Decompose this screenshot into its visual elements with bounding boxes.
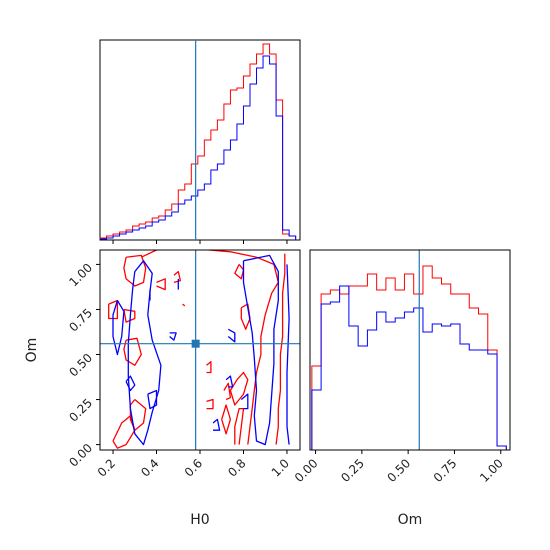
contour-red-2 bbox=[108, 299, 119, 320]
om-x-tick-label-0: 0.00 bbox=[292, 456, 321, 485]
contour-blue-5 bbox=[242, 254, 279, 446]
joint-truth-marker bbox=[191, 339, 200, 348]
contour-red-16 bbox=[223, 382, 232, 401]
contour-red-3 bbox=[123, 308, 136, 323]
om-x-tick-label-3: 0.75 bbox=[431, 456, 460, 485]
contour-red-15 bbox=[206, 361, 212, 374]
om-marginal-frame bbox=[309, 249, 511, 451]
joint-x-tick-label-1: 0.4 bbox=[138, 456, 161, 479]
joint-x-tick-label-3: 0.8 bbox=[225, 456, 248, 479]
contour-blue-3 bbox=[147, 389, 158, 410]
contour-blue-10 bbox=[240, 393, 249, 410]
contour-blue-7 bbox=[227, 328, 236, 343]
joint-x-tick-label-2: 0.6 bbox=[182, 456, 205, 479]
joint-y-tick-label-4: 1.00 bbox=[66, 261, 95, 290]
contour-red-13 bbox=[156, 278, 166, 291]
contour-red-18 bbox=[182, 303, 186, 307]
joint-x-tick-label-4: 1.0 bbox=[269, 456, 292, 479]
panel-h0-marginal bbox=[99, 39, 301, 244]
joint-y-axis-label: Om bbox=[24, 338, 40, 363]
om-hist-blue-series bbox=[311, 285, 507, 450]
contour-blue-0 bbox=[127, 260, 162, 446]
joint-y-tick-label-3: 0.75 bbox=[66, 306, 95, 335]
contour-blue-4 bbox=[169, 332, 177, 341]
contour-blue-2 bbox=[125, 375, 136, 392]
contour-red-5 bbox=[112, 415, 136, 449]
om-marginal-x-axis-label: Om bbox=[398, 512, 423, 528]
contour-red-10 bbox=[229, 371, 249, 406]
joint-contours bbox=[108, 250, 290, 449]
contour-red-14 bbox=[173, 270, 182, 284]
joint-y-tick-label-0: 0.00 bbox=[66, 441, 95, 470]
contour-red-8 bbox=[234, 263, 245, 280]
contour-blue-6 bbox=[286, 264, 290, 445]
h0-marginal-frame bbox=[99, 39, 301, 241]
h0-hist-blue-series bbox=[99, 55, 297, 240]
joint-y-tick-label-1: 0.25 bbox=[66, 396, 95, 425]
contour-red-7 bbox=[275, 253, 286, 445]
contour-red-12 bbox=[234, 407, 245, 445]
contour-red-1 bbox=[123, 337, 142, 366]
om-x-tick-label-4: 1.00 bbox=[477, 456, 506, 485]
contour-red-11 bbox=[221, 404, 232, 435]
contour-red-6 bbox=[141, 250, 279, 445]
panel-om-marginal bbox=[309, 249, 511, 451]
contour-blue-8 bbox=[225, 375, 234, 388]
contour-red-4 bbox=[129, 399, 147, 431]
contour-blue-9 bbox=[212, 418, 221, 431]
panel-joint bbox=[99, 249, 301, 451]
om-hist-red-series bbox=[311, 265, 507, 450]
joint-x-tick-label-0: 0.2 bbox=[95, 456, 118, 479]
contour-red-9 bbox=[240, 303, 251, 330]
h0-hist-red-series bbox=[99, 43, 297, 240]
contour-blue-1 bbox=[112, 300, 125, 356]
om-x-tick-label-2: 0.50 bbox=[384, 456, 413, 485]
contour-red-17 bbox=[206, 398, 214, 410]
joint-x-axis-label: H0 bbox=[190, 512, 209, 528]
om-x-tick-label-1: 0.25 bbox=[338, 456, 367, 485]
joint-y-tick-label-2: 0.50 bbox=[66, 351, 95, 380]
